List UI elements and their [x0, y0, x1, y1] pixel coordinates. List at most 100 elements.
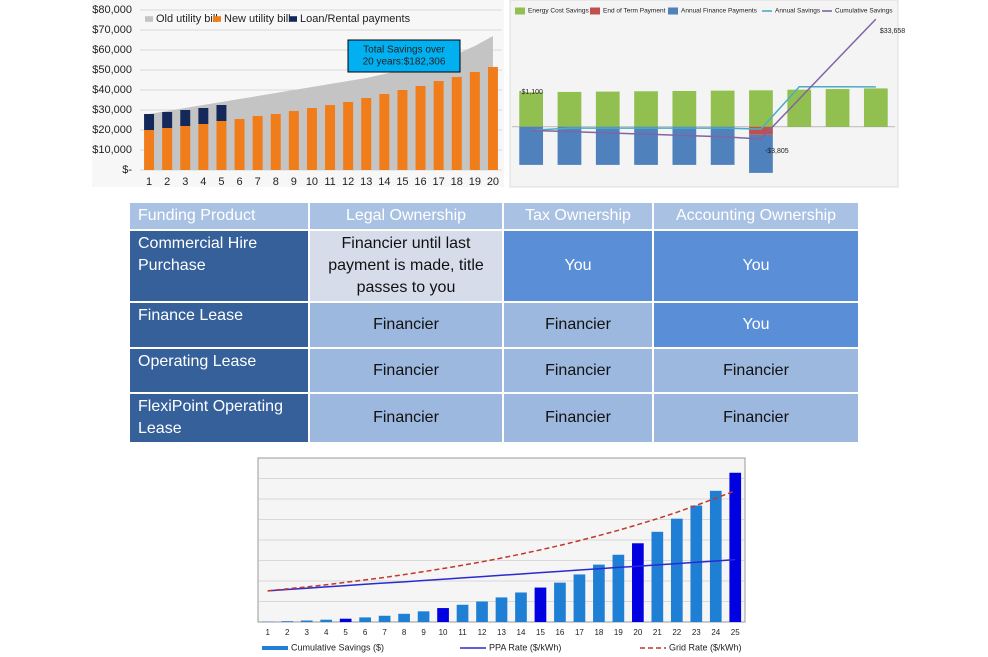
x-tick-label: 8 [402, 628, 407, 637]
cell: Financier until last payment is made, ti… [308, 229, 504, 303]
bar [672, 126, 697, 165]
bar [339, 618, 352, 622]
bar [595, 126, 620, 165]
header-cell: Accounting Ownership [652, 201, 860, 231]
bar [234, 119, 245, 170]
cell: Financier [652, 347, 860, 394]
x-tick-label: 21 [653, 628, 662, 637]
bar [670, 518, 683, 622]
legend-label: New utility bill [224, 13, 291, 25]
legend-label: Cumulative Savings [835, 8, 893, 15]
bar [252, 116, 263, 170]
bar [198, 108, 209, 124]
x-tick-label: 19 [469, 176, 481, 188]
x-tick-label: 4 [200, 176, 206, 188]
x-tick-label: 3 [304, 628, 309, 637]
data-label: $33,658 [880, 28, 905, 35]
row-header: Finance Lease [128, 301, 310, 349]
y-tick-label: $20,000 [92, 124, 132, 136]
x-tick-label: 15 [536, 628, 545, 637]
header-cell: Funding Product [128, 201, 310, 231]
bar [288, 111, 299, 170]
bar [557, 126, 582, 165]
cell: Financier [502, 392, 654, 444]
line [531, 18, 877, 140]
table-row: Commercial Hire Purchase Financier until… [128, 229, 860, 303]
bar [519, 126, 544, 165]
x-tick-label: 6 [236, 176, 242, 188]
bar [162, 112, 173, 128]
legend-swatch [289, 16, 297, 22]
bar [306, 108, 317, 170]
legend-label: Loan/Rental payments [300, 13, 411, 25]
bar [417, 611, 430, 622]
cell: Financier [502, 347, 654, 394]
bar [398, 613, 410, 622]
y-tick-label: $60,000 [92, 44, 132, 56]
bar [180, 110, 191, 126]
bar [515, 592, 527, 622]
bar [749, 134, 773, 173]
cell: Financier [502, 301, 654, 349]
legend-label: Energy Cost Savings [528, 8, 589, 15]
annotation-text: Total Savings over [363, 45, 445, 56]
legend-swatch [213, 16, 221, 22]
x-tick-label: 17 [575, 628, 584, 637]
bar [554, 582, 566, 622]
header-cell: Tax Ownership [502, 201, 654, 231]
x-tick-label: 13 [360, 176, 372, 188]
data-label: -$3,805 [765, 148, 789, 155]
bar [495, 597, 508, 622]
x-tick-label: 12 [342, 176, 354, 188]
x-tick-label: 23 [692, 628, 701, 637]
table-row: FlexiPoint Operating Lease Financier Fin… [128, 392, 860, 444]
bar [634, 126, 658, 165]
x-tick-label: 4 [324, 628, 329, 637]
x-tick-label: 5 [218, 176, 224, 188]
x-tick-label: 10 [306, 176, 318, 188]
bar [456, 604, 469, 622]
bar [634, 91, 658, 127]
bar [378, 615, 391, 622]
bar [415, 86, 426, 170]
cell: Financier [308, 301, 504, 349]
legend-label: End of Term Payment [603, 8, 666, 15]
x-tick-label: 2 [285, 628, 290, 637]
bar [343, 102, 354, 170]
x-tick-label: 22 [672, 628, 681, 637]
x-tick-label: 16 [555, 628, 564, 637]
table-row: Finance Lease Financier Financier You [128, 301, 860, 349]
header-row: Funding Product Legal Ownership Tax Owne… [128, 201, 860, 231]
legend-label: Annual Savings [775, 8, 821, 15]
x-tick-label: 6 [363, 628, 368, 637]
bar [320, 619, 333, 622]
header-cell: Legal Ownership [308, 201, 504, 231]
x-tick-label: 7 [382, 628, 387, 637]
bar [325, 105, 336, 170]
bar [651, 531, 664, 622]
bar [198, 124, 209, 170]
x-tick-label: 20 [487, 176, 499, 188]
x-tick-label: 15 [396, 176, 408, 188]
bar [729, 472, 742, 622]
bar [573, 574, 586, 622]
bar [534, 587, 547, 622]
bar [451, 77, 462, 170]
x-tick-label: 11 [458, 628, 467, 637]
x-tick-label: 7 [255, 176, 261, 188]
bar [863, 88, 888, 127]
cell: Financier [308, 347, 504, 394]
x-tick-label: 9 [291, 176, 297, 188]
bar [710, 90, 735, 127]
cell: You [652, 229, 860, 303]
bar [595, 91, 620, 127]
bar [672, 90, 697, 127]
legend-label: Grid Rate ($/kWh) [669, 642, 742, 652]
y-tick-label: $70,000 [92, 24, 132, 36]
x-tick-label: 8 [273, 176, 279, 188]
bar [433, 81, 444, 170]
legend-swatch [668, 7, 678, 15]
x-tick-label: 9 [421, 628, 426, 637]
y-tick-label: $30,000 [92, 104, 132, 116]
